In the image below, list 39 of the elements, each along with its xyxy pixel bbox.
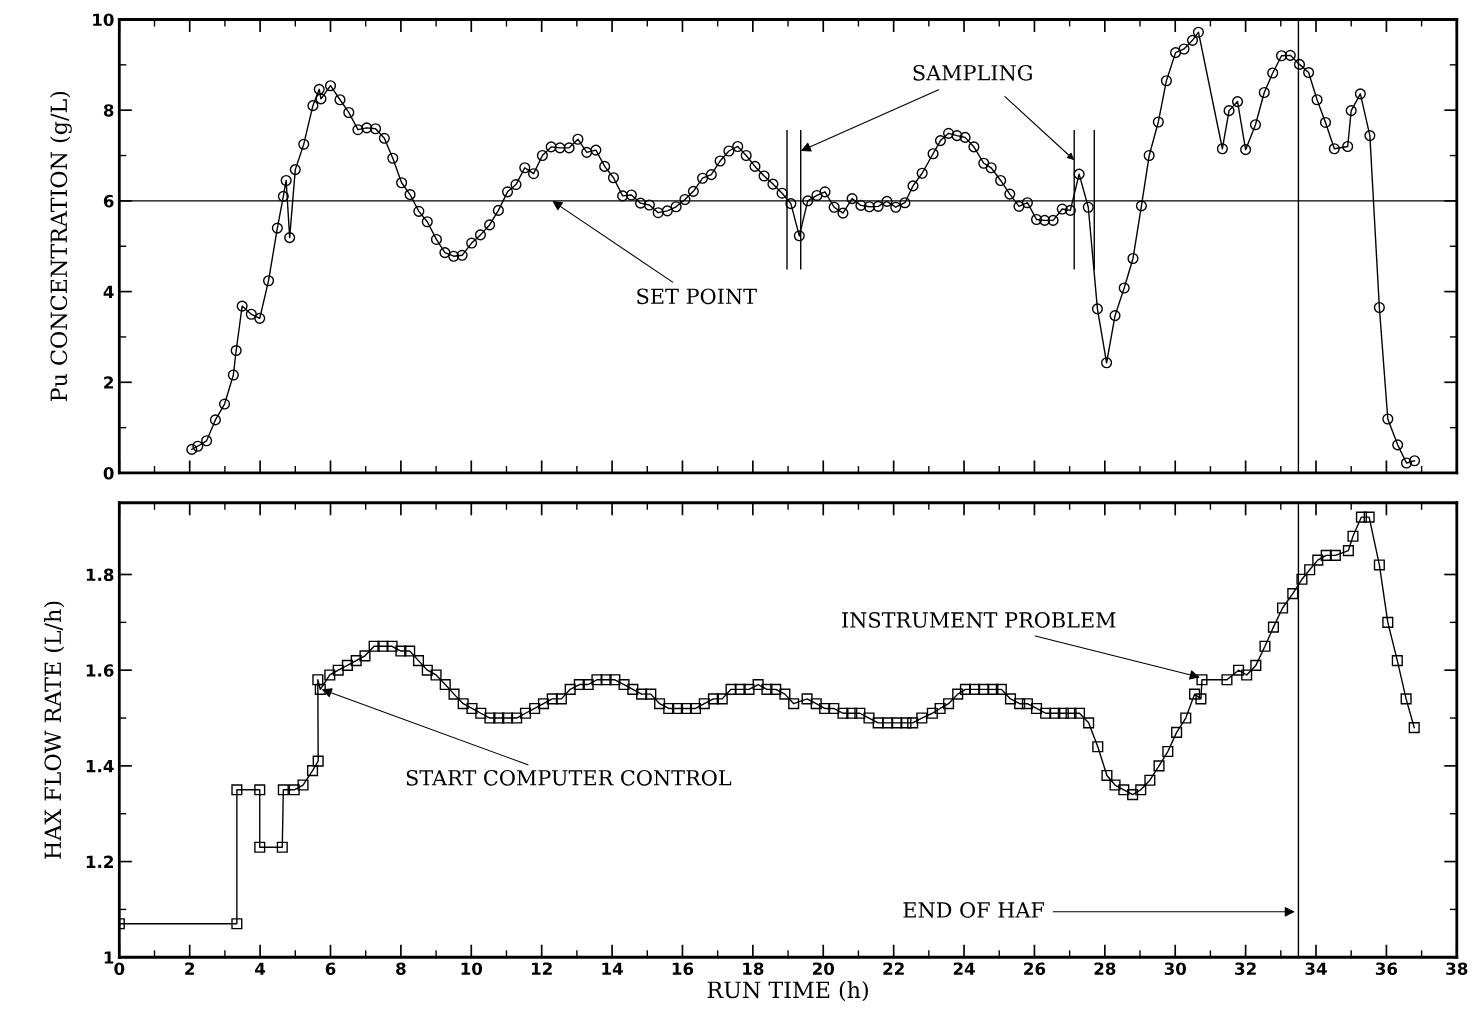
y-tick-label: 1.4 (86, 760, 114, 773)
y-tick-label: 1 (104, 951, 114, 964)
x-tick-label: 32 (1235, 962, 1256, 976)
x-tick-label: 12 (531, 962, 552, 975)
y-tick-label: 10 (93, 13, 114, 27)
x-tick-label: 24 (953, 962, 975, 975)
y-tick-label: 1.8 (86, 568, 114, 582)
ref-line-label: SET POINT (637, 288, 757, 305)
ref-line-label: END OF HAF (903, 902, 1045, 918)
y-tick-label: 4 (103, 285, 114, 298)
x-tick-label: 0 (114, 962, 125, 976)
annotation: START COMPUTER CONTROL (406, 769, 732, 786)
x-tick-label: 18 (743, 962, 764, 976)
annotation: SAMPLING (913, 64, 1032, 81)
x-tick-label: 2 (185, 962, 195, 975)
x-tick-label: 4 (255, 962, 266, 975)
x-tick-label: 22 (883, 962, 904, 975)
x-tick-label: 26 (1024, 962, 1046, 976)
y-tick-label: 2 (104, 376, 113, 389)
x-tick-label: 10 (461, 962, 483, 976)
y-tick-label: 8 (103, 104, 114, 117)
annotation: INSTRUMENT PROBLEM (842, 612, 1116, 628)
y-tick-label: 0 (103, 466, 114, 480)
y-tick-label: 1.6 (86, 664, 114, 677)
x-axis-title: RUN TIME (h) (707, 981, 868, 1002)
y-axis-title: HAX FLOW RATE (L/h) (43, 601, 65, 859)
y-tick-label: 6 (103, 194, 114, 208)
x-tick-label: 36 (1375, 962, 1398, 976)
x-tick-label: 14 (602, 962, 623, 975)
x-tick-label: 6 (325, 962, 336, 976)
x-tick-label: 30 (1164, 962, 1187, 976)
x-tick-label: 38 (1446, 962, 1468, 976)
x-tick-label: 20 (812, 962, 835, 976)
x-tick-label: 34 (1305, 962, 1327, 976)
x-tick-label: 28 (1094, 962, 1116, 976)
y-axis-title: Pu CONCENTRATION (g/L) (49, 91, 72, 402)
x-tick-label: 8 (396, 962, 406, 976)
y-tick-label: 1.2 (86, 855, 113, 868)
x-tick-label: 16 (672, 962, 694, 976)
